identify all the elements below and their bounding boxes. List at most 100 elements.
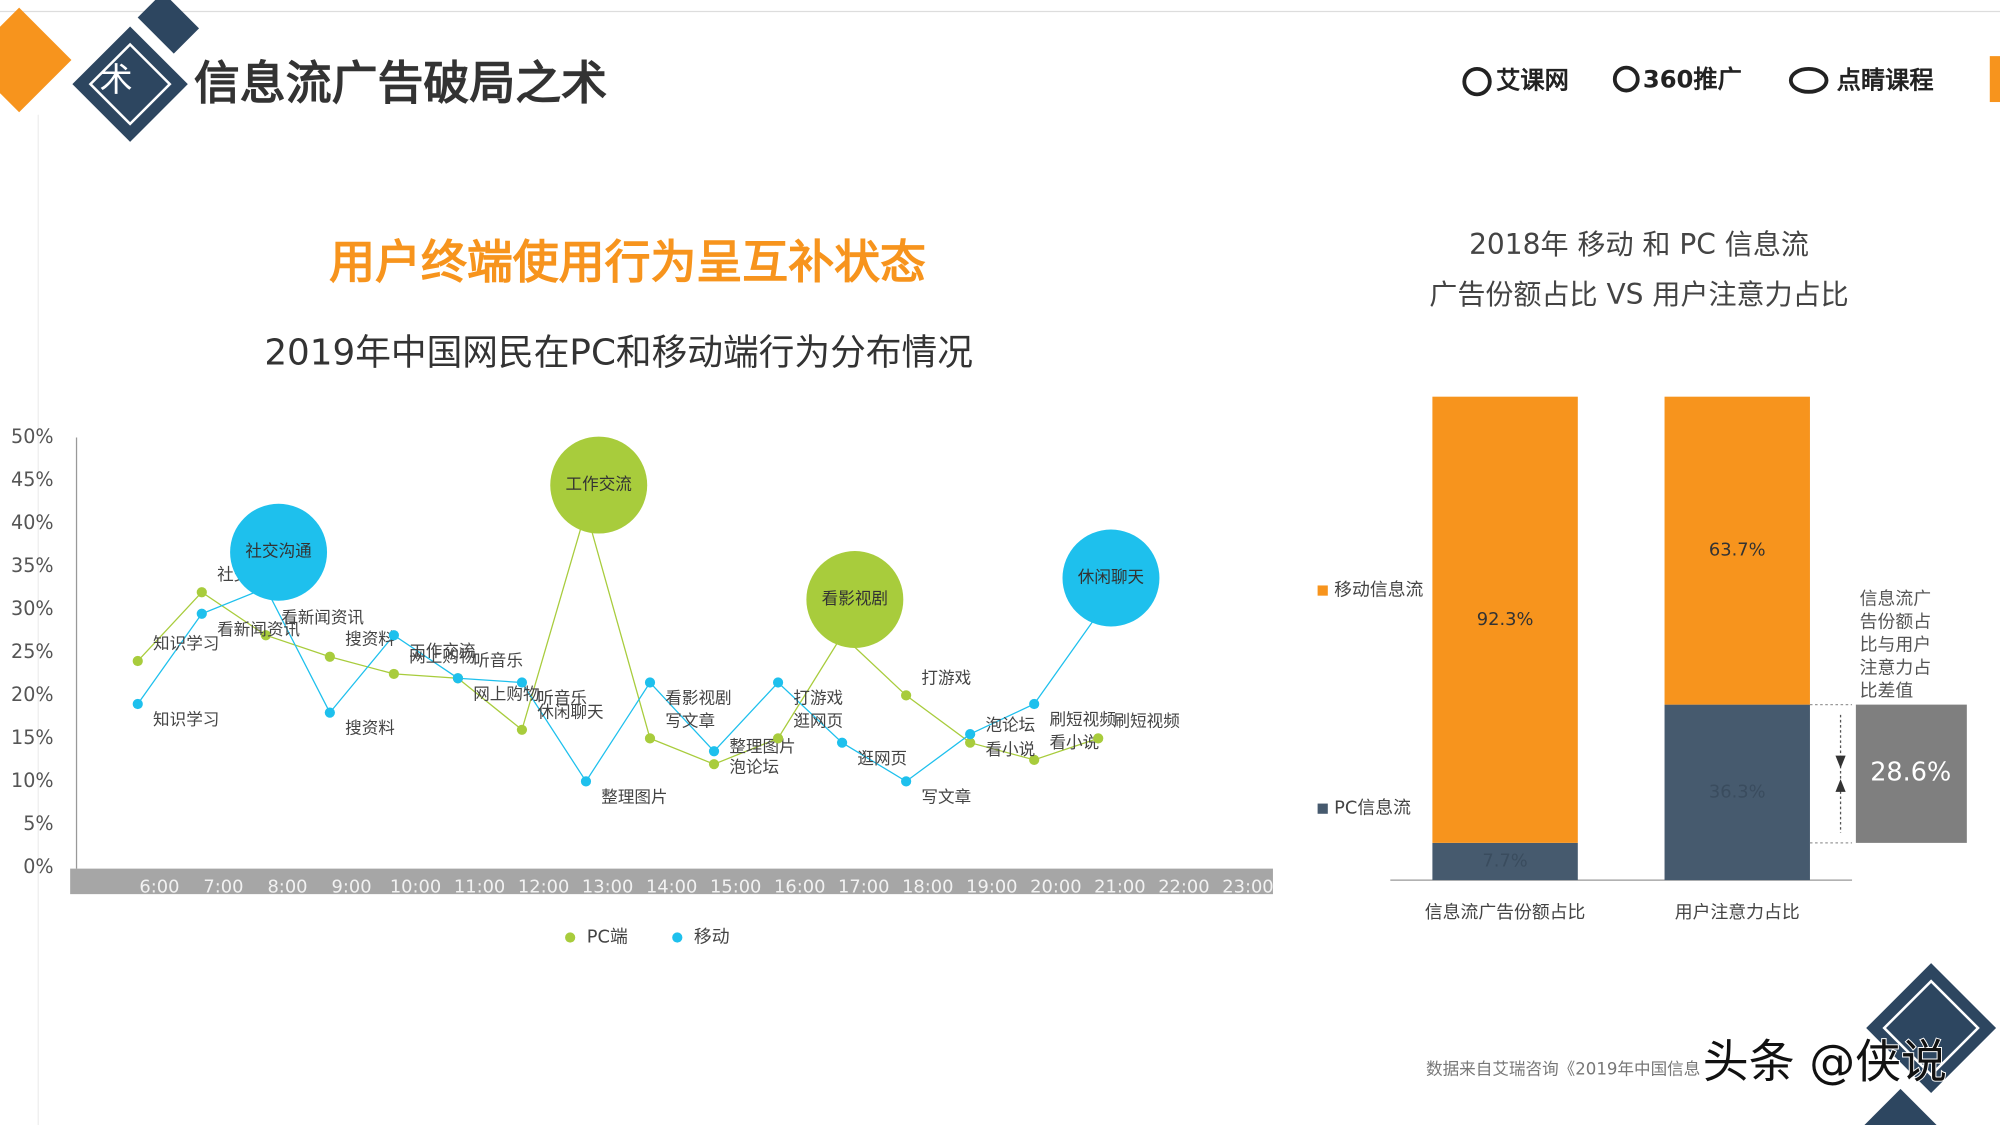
data-point <box>836 630 848 641</box>
highlight-bubble <box>806 551 904 648</box>
data-point <box>516 677 528 688</box>
x-tick-label: 22:00 <box>1158 877 1209 898</box>
point-label: 看小说 <box>985 740 1035 759</box>
point-label: 休闲聊天 <box>1078 568 1144 587</box>
source-note: 数据来自艾瑞咨询《2019年中国信息 <box>1426 1060 1700 1079</box>
x-tick-label: 11:00 <box>454 877 505 898</box>
bar-segment <box>1664 704 1810 881</box>
y-tick-label: 20% <box>11 683 54 706</box>
point-label: 知识学习 <box>153 634 219 653</box>
data-point <box>580 776 592 787</box>
y-tick-label: 30% <box>11 597 54 620</box>
x-tick-label: 18:00 <box>902 877 953 898</box>
note-line: 告份额占 <box>1860 611 1931 632</box>
header-title: 信息流广告破局之术 <box>194 56 607 110</box>
note-line: 比与用户 <box>1860 634 1931 655</box>
point-label: 刷短视频 <box>1114 711 1181 730</box>
data-point <box>1029 754 1040 765</box>
x-tick-label: 10:00 <box>390 877 441 898</box>
x-tick-label: 信息流广告份额占比 <box>1425 902 1586 923</box>
highlight-bubble <box>230 503 328 601</box>
data-point <box>1093 733 1104 744</box>
highlight-bubble <box>550 436 648 534</box>
point-label: 看影视剧 <box>665 689 731 708</box>
x-tick-label: 7:00 <box>203 877 243 898</box>
data-point <box>452 673 464 684</box>
point-label: 泡论坛 <box>729 757 779 776</box>
arrow-head <box>1835 755 1846 769</box>
point-label: 刷短视频 <box>1049 710 1116 729</box>
value-label: 7.7% <box>1482 850 1527 871</box>
logo-icon <box>1612 65 1640 93</box>
diamond-outline <box>1882 979 1980 1077</box>
y-tick-label: 0% <box>23 855 53 878</box>
point-label: 网上购物 <box>473 684 539 703</box>
data-point <box>708 759 720 770</box>
note-line: 比差值 <box>1860 680 1914 701</box>
point-label: 工作交流 <box>409 641 475 660</box>
data-point <box>516 724 528 735</box>
chart-title: 2018年 移动 和 PC 信息流 <box>1469 228 1809 261</box>
point-label: 打游戏 <box>921 668 971 687</box>
x-axis-band <box>70 868 1273 895</box>
x-tick-label: 13:00 <box>582 877 633 898</box>
logo-icon <box>1788 66 1829 94</box>
point-label: 社交沟通 <box>245 542 312 561</box>
data-point <box>324 651 335 662</box>
orange-diamond <box>0 7 72 113</box>
series-line <box>137 587 1099 783</box>
value-label: 63.7% <box>1709 540 1766 561</box>
data-point <box>132 698 143 710</box>
arrow-head <box>1835 779 1846 792</box>
data-point <box>388 630 399 641</box>
data-point <box>260 630 271 641</box>
data-point <box>772 677 784 688</box>
data-point <box>1029 698 1040 710</box>
header-icon-text: 术 <box>99 60 132 99</box>
x-tick-label: 20:00 <box>1030 877 1081 898</box>
x-tick-label: 12:00 <box>518 877 569 898</box>
legend-label: 移动信息流 <box>1334 580 1423 601</box>
value-label: 36.3% <box>1709 781 1766 802</box>
y-tick-label: 35% <box>11 554 54 577</box>
data-point <box>644 677 656 688</box>
legend-label: 移动 <box>694 927 730 948</box>
x-tick-label: 14:00 <box>646 877 697 898</box>
logo: 360推广 <box>1643 65 1742 93</box>
data-point <box>965 737 976 748</box>
data-point <box>708 746 720 757</box>
data-point <box>901 776 912 787</box>
point-label: 听音乐 <box>473 651 523 670</box>
legend-marker <box>565 932 576 943</box>
series-line <box>137 508 1099 765</box>
accent-bar <box>1989 56 2000 103</box>
point-label: 逛网页 <box>857 749 907 768</box>
data-point <box>196 587 207 598</box>
point-label: 看新闻资讯 <box>281 608 364 627</box>
data-point <box>196 608 207 619</box>
bar-segment <box>1432 396 1578 843</box>
chart-title: 2019年中国网民在PC和移动端行为分布情况 <box>264 333 973 374</box>
point-label: 搜资料 <box>345 630 395 649</box>
y-tick-label: 45% <box>11 468 54 491</box>
legend-label: PC信息流 <box>1334 798 1411 819</box>
x-tick-label: 用户注意力占比 <box>1675 902 1800 923</box>
x-tick-label: 17:00 <box>838 877 889 898</box>
x-tick-label: 21:00 <box>1094 877 1145 898</box>
logo: 点睛课程 <box>1837 67 1934 95</box>
y-tick-label: 25% <box>11 640 54 663</box>
point-label: 知识学习 <box>153 710 219 729</box>
y-tick-label: 15% <box>11 726 54 749</box>
difference-note: 信息流广告份额占比与用户注意力占比差值 <box>1860 588 1931 701</box>
data-point <box>772 733 784 744</box>
y-tick-label: 40% <box>11 511 54 534</box>
legend-marker <box>672 932 683 943</box>
difference-box <box>1855 704 1967 843</box>
x-tick-label: 15:00 <box>710 877 761 898</box>
data-point <box>260 582 271 594</box>
point-label: 看影视剧 <box>822 589 888 608</box>
point-label: 整理图片 <box>601 787 667 806</box>
y-tick-label: 50% <box>11 425 54 448</box>
point-label: 整理图片 <box>729 737 795 756</box>
watermark: 头条 @侠说 <box>1703 1035 1947 1089</box>
